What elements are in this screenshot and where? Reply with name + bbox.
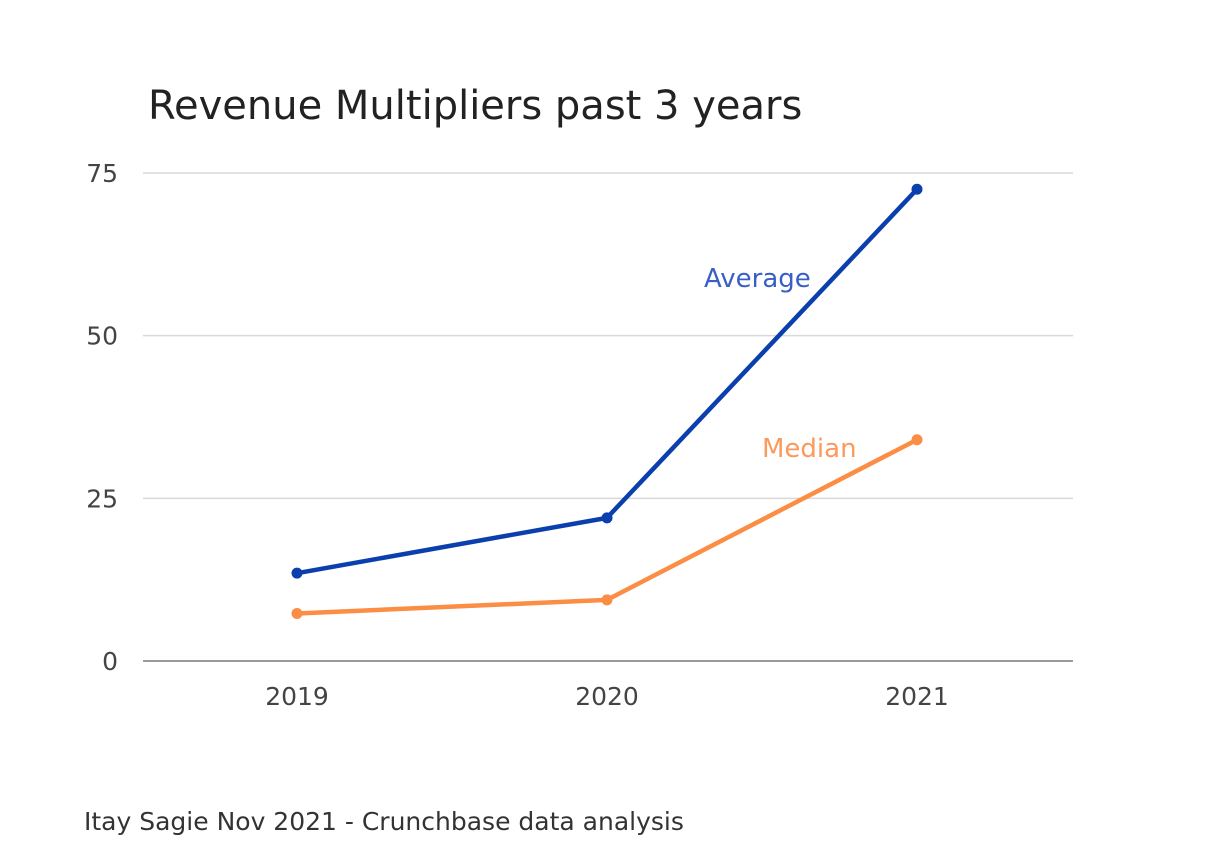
- series-labels: Average Median: [704, 264, 857, 464]
- data-point-average: [911, 183, 923, 195]
- series-label-average: Average: [704, 264, 811, 294]
- gridlines: [143, 172, 1073, 662]
- y-tick-label: 75: [86, 159, 118, 188]
- footnote: Itay Sagie Nov 2021 - Crunchbase data an…: [84, 807, 684, 836]
- data-point-average: [601, 512, 613, 524]
- series-label-median: Median: [762, 434, 857, 464]
- data-point-median: [291, 608, 303, 620]
- x-tick-label: 2021: [885, 682, 949, 711]
- y-tick-label: 25: [86, 484, 118, 513]
- chart-title: Revenue Multipliers past 3 years: [148, 83, 802, 129]
- x-tick-label: 2020: [575, 682, 639, 711]
- data-point-median: [911, 434, 923, 446]
- y-tick-label: 50: [86, 322, 118, 351]
- data-point-average: [291, 567, 303, 579]
- data-point-median: [601, 594, 613, 606]
- y-tick-label: 0: [102, 647, 118, 676]
- series-lines: [291, 183, 923, 620]
- x-axis-ticks: 2019 2020 2021: [265, 682, 949, 711]
- series-line-median: [294, 437, 920, 616]
- x-tick-label: 2019: [265, 682, 329, 711]
- y-axis-ticks: 0 25 50 75: [86, 159, 118, 676]
